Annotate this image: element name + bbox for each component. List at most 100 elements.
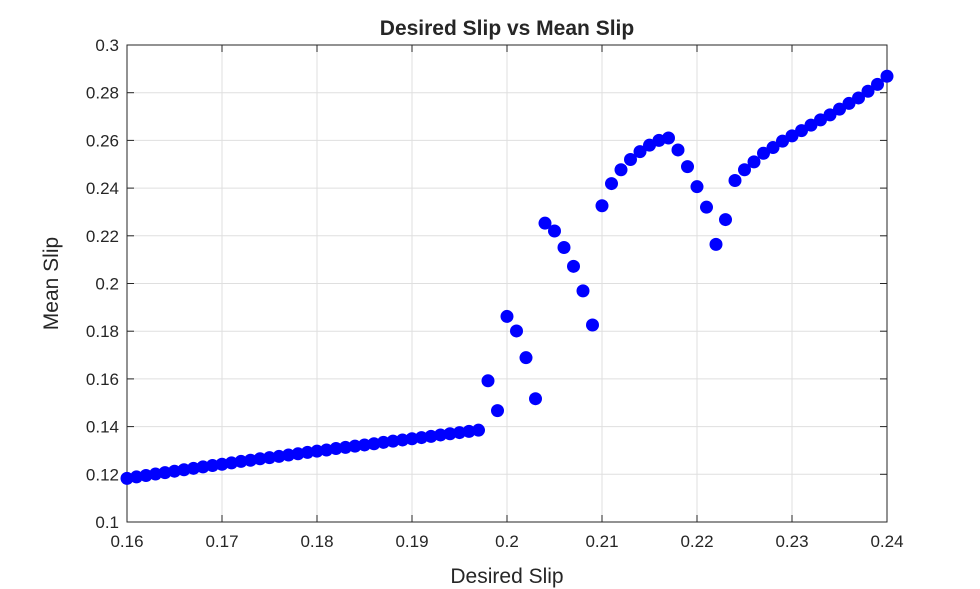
x-tick-label: 0.16	[110, 532, 143, 551]
data-point	[348, 439, 362, 453]
data-point	[709, 237, 723, 251]
data-point	[500, 309, 514, 323]
data-point	[462, 424, 476, 438]
data-point	[614, 163, 628, 177]
data-point	[785, 129, 799, 143]
data-point	[690, 180, 704, 194]
data-point	[586, 318, 599, 332]
data-point	[253, 452, 267, 466]
data-point	[358, 438, 371, 452]
data-point	[852, 91, 865, 105]
data-point	[795, 124, 808, 138]
x-tick-label: 0.19	[395, 532, 428, 551]
data-point	[244, 453, 257, 467]
y-tick-label: 0.26	[86, 131, 119, 150]
data-point	[130, 470, 143, 484]
data-point	[842, 96, 856, 110]
y-tick-label: 0.22	[86, 227, 119, 246]
data-point	[187, 461, 200, 475]
x-tick-label: 0.24	[870, 532, 903, 551]
data-point	[443, 427, 457, 441]
y-axis-label: Mean Slip	[40, 237, 63, 330]
data-point	[719, 213, 732, 227]
data-point	[263, 451, 276, 465]
data-point	[871, 77, 884, 91]
data-point	[861, 84, 875, 98]
y-tick-label: 0.12	[86, 465, 119, 484]
y-tick-label: 0.18	[86, 322, 119, 341]
chart-title: Desired Slip vs Mean Slip	[380, 17, 634, 40]
data-point	[272, 449, 286, 463]
data-point	[776, 134, 789, 148]
y-tick-label: 0.2	[95, 275, 119, 294]
data-point	[434, 428, 447, 442]
x-tick-label: 0.17	[205, 532, 238, 551]
data-point	[339, 440, 352, 454]
data-point	[329, 442, 343, 456]
data-point	[833, 102, 846, 116]
data-point	[282, 448, 295, 462]
data-point	[823, 108, 837, 122]
data-point	[510, 324, 523, 338]
data-point	[367, 437, 381, 451]
data-point	[377, 435, 390, 449]
y-tick-label: 0.16	[86, 370, 119, 389]
data-point	[196, 460, 210, 474]
data-point	[567, 259, 580, 273]
data-point	[215, 457, 229, 471]
x-tick-label: 0.21	[585, 532, 618, 551]
data-point	[453, 426, 466, 440]
data-point	[320, 443, 333, 457]
data-point	[671, 143, 685, 157]
data-point	[738, 163, 751, 177]
data-point	[301, 445, 314, 459]
tick-labels: 0.16 0.17 0.18 0.19 0.2 0.21 0.22 0.23 0.240.10.…	[86, 36, 904, 551]
x-tick-label: 0.22	[680, 532, 713, 551]
data-point	[206, 458, 219, 472]
x-tick-label: 0.2	[495, 532, 519, 551]
data-point	[576, 284, 590, 298]
x-axis-label: Desired Slip	[450, 565, 563, 588]
data-point	[168, 464, 181, 478]
axes	[126, 44, 888, 523]
data-point	[538, 216, 552, 230]
data-point	[386, 434, 400, 448]
data-point	[728, 173, 742, 187]
x-tick-label: 0.18	[300, 532, 333, 551]
data-point	[804, 118, 818, 132]
data-point	[291, 447, 305, 461]
axes-box	[126, 44, 888, 523]
data-point	[519, 351, 533, 365]
data-point	[472, 423, 485, 437]
data-point	[681, 160, 694, 174]
data-point	[396, 433, 409, 447]
data-point	[177, 463, 191, 477]
data-point	[633, 145, 647, 159]
data-point	[557, 240, 571, 254]
x-tick-label: 0.23	[775, 532, 808, 551]
data-point	[747, 155, 761, 169]
data-points	[120, 69, 894, 485]
data-point	[158, 466, 172, 480]
data-point	[424, 429, 438, 443]
data-point	[757, 146, 770, 160]
data-point	[415, 431, 428, 445]
data-point	[139, 468, 153, 482]
data-point	[880, 69, 894, 83]
data-point	[234, 454, 248, 468]
data-point	[766, 141, 780, 155]
data-point	[225, 456, 238, 470]
data-point	[595, 199, 609, 213]
data-point	[548, 224, 561, 238]
data-point	[149, 467, 162, 481]
data-point	[529, 392, 542, 406]
y-tick-label: 0.28	[86, 84, 119, 103]
data-point	[662, 131, 675, 145]
data-point	[120, 471, 134, 485]
y-tick-label: 0.14	[86, 418, 119, 437]
data-point	[310, 444, 324, 458]
y-tick-label: 0.24	[86, 179, 119, 198]
data-point	[624, 152, 637, 166]
